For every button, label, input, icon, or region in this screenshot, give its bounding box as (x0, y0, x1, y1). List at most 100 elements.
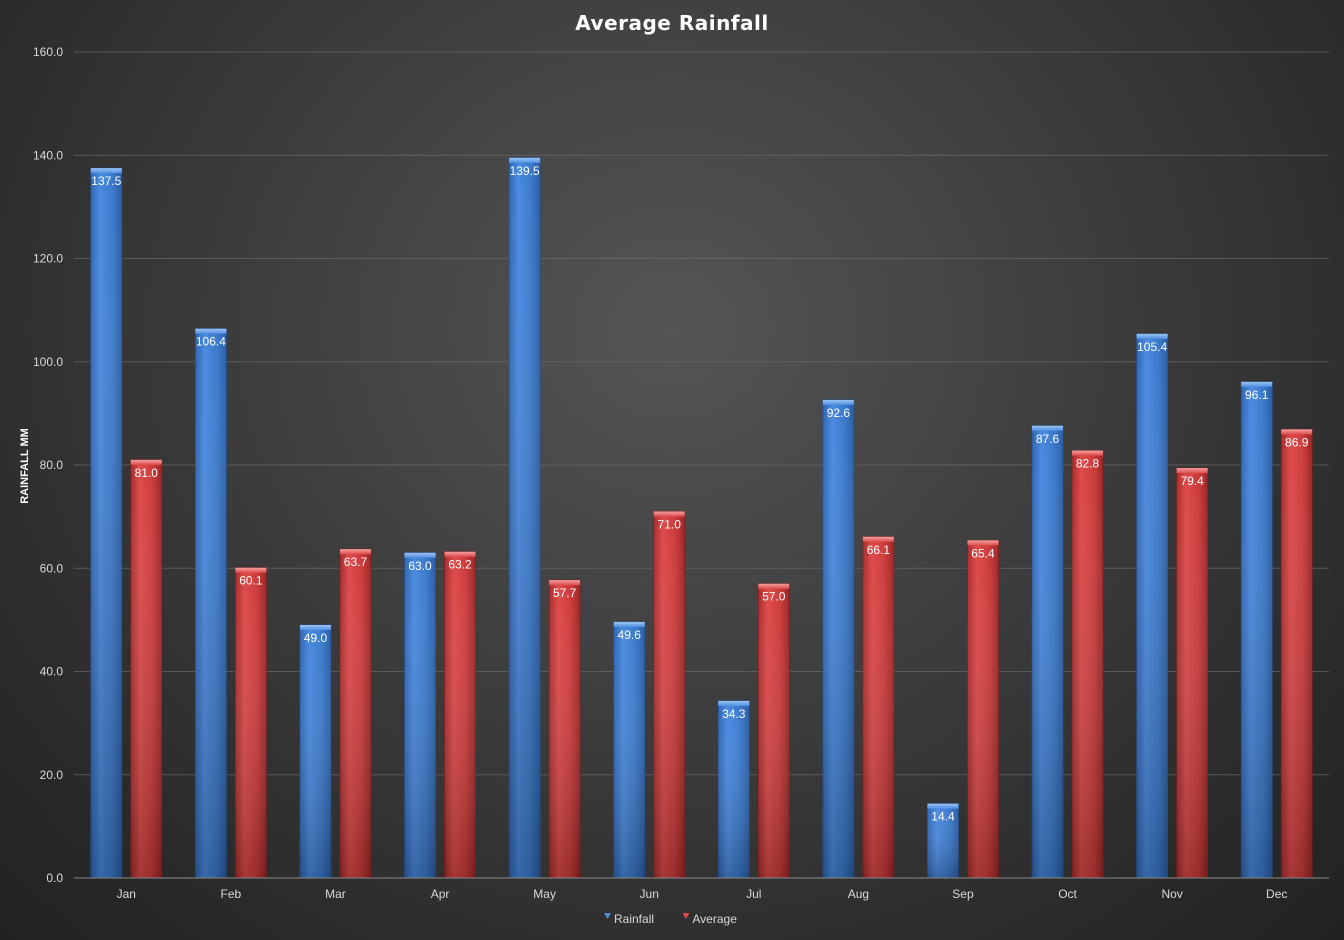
data-label-average: 63.2 (448, 558, 472, 572)
bar-cap-average (653, 511, 685, 517)
data-label-average: 79.4 (1180, 474, 1204, 488)
data-label-average: 57.0 (762, 590, 786, 604)
y-tick-label: 160.0 (33, 45, 63, 59)
bar-cap-average (1176, 468, 1208, 474)
bar-cap-rainfall (509, 157, 541, 163)
y-tick-label: 40.0 (40, 665, 64, 679)
data-label-rainfall: 92.6 (827, 406, 851, 420)
y-tick-label: 100.0 (33, 355, 63, 369)
bar-shade-rainfall (613, 621, 645, 878)
data-label-rainfall: 49.0 (304, 631, 328, 645)
bar-shade-rainfall (90, 168, 122, 878)
bar-shade-rainfall (299, 625, 331, 878)
data-label-average: 86.9 (1285, 435, 1309, 449)
y-tick-label: 140.0 (33, 148, 63, 162)
x-axis-ticks: Jan Feb Mar Apr May Jun Jul Aug Sep Oct Nov Dec (117, 887, 1288, 901)
bar-shade-rainfall (822, 399, 854, 878)
gridlines (74, 51, 1329, 776)
x-tick-label: May (533, 887, 556, 901)
x-tick-label: Jun (640, 887, 659, 901)
y-tick-label: 0.0 (46, 871, 63, 885)
data-label-average: 65.4 (971, 546, 995, 560)
bar-cap-rainfall (404, 552, 436, 558)
bar-cap-rainfall (195, 328, 227, 334)
bar-shade-average (1281, 429, 1313, 878)
data-label-average: 63.7 (344, 555, 368, 569)
data-label-average: 82.8 (1076, 457, 1100, 471)
bar-shade-average (235, 567, 267, 878)
bar-cap-rainfall (613, 621, 645, 627)
x-tick-label: Mar (325, 887, 346, 901)
data-label-average: 81.0 (135, 466, 159, 480)
bar-shade-average (653, 511, 685, 878)
bar-shade-average (444, 551, 476, 878)
y-tick-label: 120.0 (33, 252, 63, 266)
bar-cap-average (339, 549, 371, 555)
bars (90, 157, 1313, 879)
bar-cap-rainfall (822, 399, 854, 405)
data-label-average: 60.1 (239, 574, 263, 588)
bar-shade-rainfall (1032, 425, 1064, 878)
bar-shade-rainfall (718, 700, 750, 878)
bar-cap-rainfall (718, 700, 750, 706)
bar-cap-rainfall (1032, 425, 1064, 431)
data-label-rainfall: 34.3 (722, 707, 746, 721)
x-tick-label: Apr (431, 887, 450, 901)
bar-cap-average (1072, 450, 1104, 456)
legend-marker-average (682, 913, 690, 919)
data-label-rainfall: 139.5 (510, 164, 540, 178)
x-tick-label: Oct (1058, 887, 1077, 901)
bar-shade-average (130, 459, 162, 878)
x-tick-label: Dec (1266, 887, 1287, 901)
data-labels: 137.5 81.0 106.4 60.1 49.0 63.7 63.0 63.2 139.5 5… (91, 164, 1308, 824)
bar-shade-rainfall (1136, 333, 1168, 878)
bar-shade-rainfall (404, 552, 436, 878)
bar-cap-average (967, 540, 999, 546)
bar-cap-rainfall (1136, 333, 1168, 339)
bar-cap-average (235, 567, 267, 573)
bar-cap-average (758, 583, 790, 589)
bar-cap-rainfall (299, 625, 331, 631)
bar-shade-rainfall (1241, 381, 1273, 878)
bar-shade-average (1176, 468, 1208, 878)
bar-shade-average (862, 536, 894, 878)
data-label-rainfall: 105.4 (1137, 340, 1167, 354)
chart-title: Average Rainfall (575, 11, 768, 35)
bar-cap-rainfall (927, 803, 959, 809)
bar-cap-average (130, 459, 162, 465)
data-label-rainfall: 14.4 (931, 810, 955, 824)
data-label-average: 71.0 (658, 517, 682, 531)
legend-label-rainfall: Rainfall (614, 912, 654, 926)
x-tick-label: Nov (1161, 887, 1182, 901)
y-tick-label: 20.0 (40, 768, 64, 782)
bar-shade-rainfall (927, 803, 959, 878)
data-label-rainfall: 106.4 (196, 335, 226, 349)
data-label-rainfall: 49.6 (618, 628, 642, 642)
bar-cap-rainfall (1241, 381, 1273, 387)
bar-shade-rainfall (509, 157, 541, 879)
bar-shade-average (549, 580, 581, 878)
bar-shade-average (339, 549, 371, 878)
data-label-average: 57.7 (553, 586, 577, 600)
data-label-rainfall: 87.6 (1036, 432, 1060, 446)
data-label-rainfall: 137.5 (91, 174, 121, 188)
bar-cap-rainfall (90, 168, 122, 174)
bar-cap-average (1281, 429, 1313, 435)
legend-label-average: Average (692, 912, 737, 926)
x-tick-label: Jan (117, 887, 136, 901)
data-label-rainfall: 63.0 (408, 559, 432, 573)
bar-cap-average (862, 536, 894, 542)
bar-cap-average (549, 580, 581, 586)
x-tick-label: Jul (746, 887, 761, 901)
y-axis-ticks: 0.0 20.0 40.0 60.0 80.0 100.0 120.0 140.0 160.0 (33, 45, 63, 885)
legend: Rainfall Average (604, 912, 737, 926)
y-tick-label: 60.0 (40, 561, 64, 575)
y-tick-label: 80.0 (40, 458, 64, 472)
bar-shade-average (967, 540, 999, 878)
x-tick-label: Sep (952, 887, 974, 901)
data-label-rainfall: 96.1 (1245, 388, 1269, 402)
legend-marker-rainfall (604, 913, 611, 919)
y-axis-label: RAINFALL MM (19, 428, 31, 504)
bar-shade-rainfall (195, 328, 227, 879)
